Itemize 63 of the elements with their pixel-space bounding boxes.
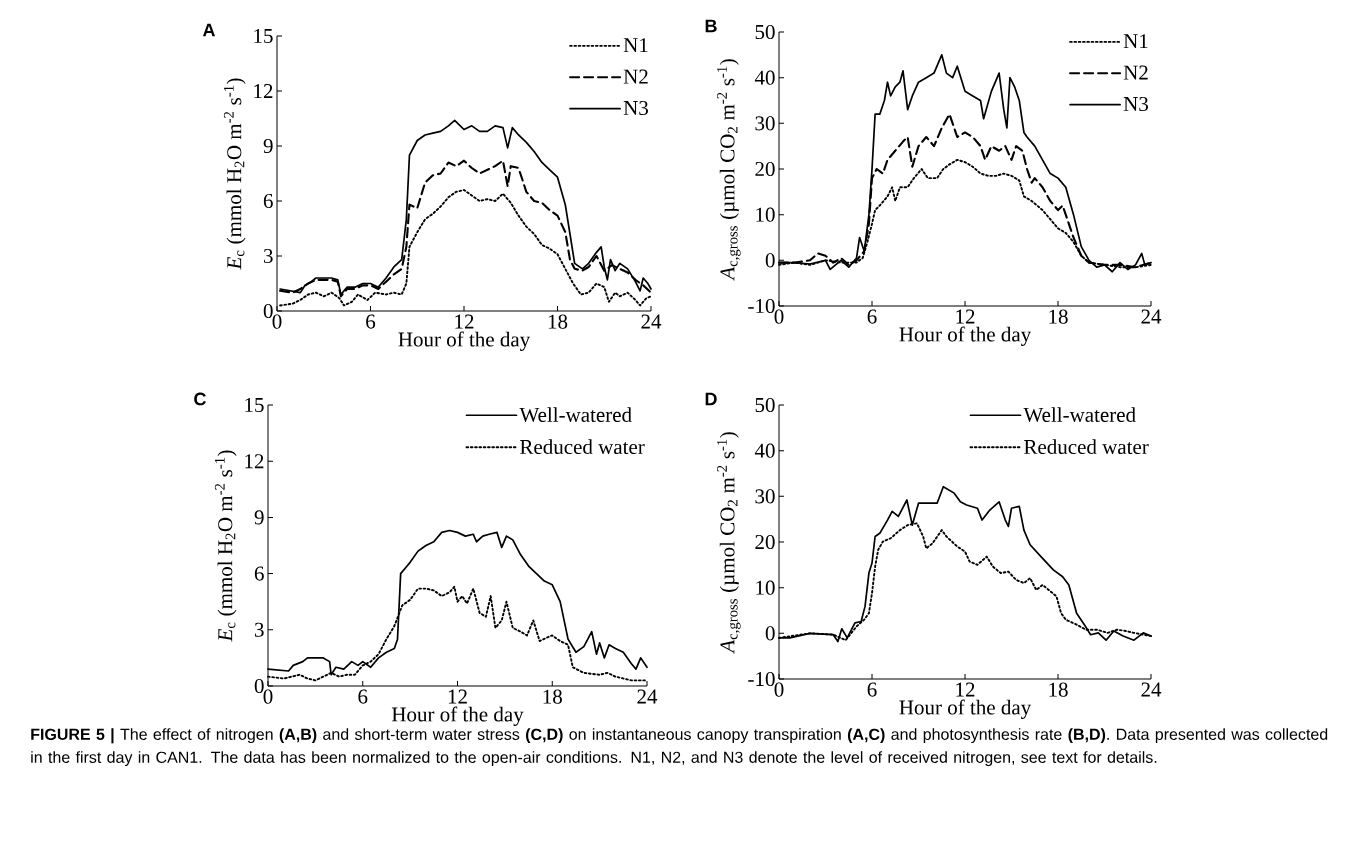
y-tick-label: 0 <box>765 253 775 268</box>
chart-title: C <box>194 392 206 406</box>
text: A$_{c,gross}$ (µmol CO$_{2}$ m$^{-2}$ s$^{-1}$) <box>717 432 741 654</box>
y-tick-label: 15 <box>245 397 264 413</box>
x-tick-label: 18 <box>1049 309 1068 324</box>
y-tick-label: 30 <box>755 489 775 504</box>
x-tick-label: 18 <box>548 314 568 329</box>
legend-label: Reduced water <box>1024 439 1149 455</box>
legend-label: N3 <box>1123 96 1148 112</box>
x-tick-label: 6 <box>366 314 376 329</box>
legend-label: Well-watered <box>1023 407 1136 423</box>
text: E$_{c}$ (mmol H$_{2}$O m$^{-2}$ s$^{-1}$) <box>214 450 237 642</box>
y-tick-label: 12 <box>254 84 273 98</box>
y-tick-label: 50 <box>755 24 775 40</box>
x-tick-label: 24 <box>641 314 662 329</box>
x-axis-title: Hour of the day <box>899 699 1032 719</box>
chart-title: D <box>705 392 717 406</box>
legend-label: N1 <box>1123 34 1148 49</box>
y-tick-label: 10 <box>756 580 775 595</box>
x-tick-label: 12 <box>956 682 975 697</box>
x-tick-label: 24 <box>1141 309 1162 324</box>
legend-label: N3 <box>623 100 648 116</box>
legend-label: N2 <box>1123 65 1148 80</box>
chart-title: B <box>705 19 717 33</box>
text: E$_{c}$ (mmol H$_{2}$O m$^{-2}$ s$^{-1}$) <box>223 78 246 270</box>
legend-label: N2 <box>623 69 648 84</box>
x-tick-label: 12 <box>448 689 467 704</box>
x-axis-title: Hour of the day <box>899 326 1032 346</box>
y-tick-label: 6 <box>263 193 273 209</box>
y-tick-label: 30 <box>755 116 775 131</box>
y-tick-label: -10 <box>748 298 775 314</box>
y-tick-label: 9 <box>263 138 273 154</box>
text: FIGURE 5 | The effect of nitrogen (A,B) and short-term water stress (C,D) on instantaneous canopy transpiration (A,C) and photosynthesis rate (B,D). Data presented was collected in the first day in CAN1. The data has been normalized to the open-air conditions. N1, N2, and N3 denote the level of received nitrogen, see text for details. <box>31 728 1328 767</box>
y-tick-label: 40 <box>754 443 775 458</box>
x-axis-title: Hour of the day <box>398 331 531 351</box>
x-tick-label: 18 <box>1049 682 1068 697</box>
y-tick-label: -10 <box>748 671 775 687</box>
y-tick-label: 40 <box>754 70 775 85</box>
legend-label: Well-watered <box>519 407 632 423</box>
x-tick-label: 12 <box>956 309 975 324</box>
y-tick-label: 10 <box>756 207 775 222</box>
y-tick-label: 0 <box>765 626 775 641</box>
y-tick-label: 9 <box>254 510 264 525</box>
y-tick-label: 15 <box>254 28 273 44</box>
x-tick-label: 6 <box>867 309 877 324</box>
legend-label: N1 <box>623 38 648 53</box>
x-tick-label: 12 <box>455 314 474 329</box>
y-tick-label: 50 <box>755 397 775 413</box>
x-axis-title: Hour of the day <box>391 706 524 726</box>
chart-title: A <box>202 23 215 37</box>
y-tick-label: 6 <box>254 566 264 581</box>
y-tick-label: 3 <box>254 622 264 637</box>
x-tick-label: 6 <box>358 689 368 704</box>
x-tick-label: 6 <box>867 682 877 697</box>
x-tick-label: 24 <box>1141 682 1162 697</box>
legend-label: Reduced water <box>520 439 645 455</box>
y-tick-label: 20 <box>755 161 775 177</box>
y-tick-label: 3 <box>263 248 273 264</box>
y-tick-label: 20 <box>755 534 775 550</box>
x-tick-label: 24 <box>637 689 658 704</box>
x-tick-label: 18 <box>543 689 562 704</box>
y-tick-label: 12 <box>245 454 264 469</box>
text: A$_{c,gross}$ (µmol CO$_{2}$ m$^{-2}$ s$^{-1}$) <box>717 59 741 281</box>
